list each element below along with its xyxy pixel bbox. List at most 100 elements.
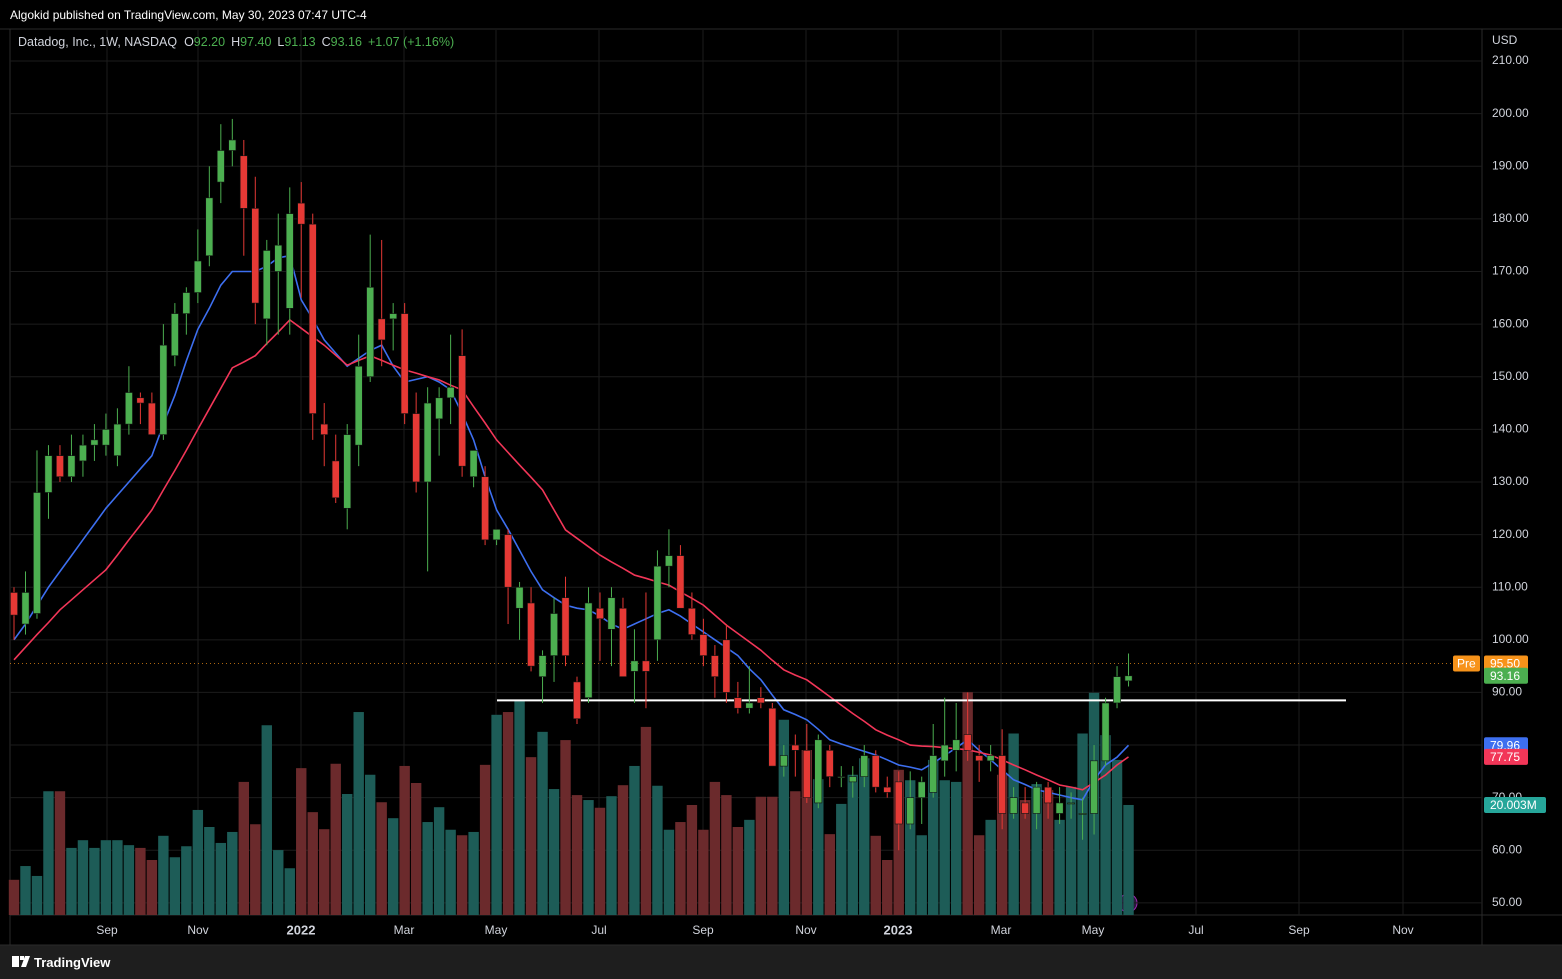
volume-bar xyxy=(410,783,422,915)
volume-bar xyxy=(192,809,204,915)
candle-body xyxy=(963,734,972,751)
candle-body xyxy=(917,781,926,798)
x-tick-label: Mar xyxy=(991,923,1012,937)
x-tick-label: May xyxy=(485,923,508,937)
candle-body xyxy=(699,634,708,656)
candle-body xyxy=(113,423,122,456)
moving-average xyxy=(13,254,1130,801)
legend-key: C xyxy=(321,35,331,49)
candle-body xyxy=(285,213,294,309)
volume-bar xyxy=(445,829,456,915)
y-tick-label: 120.00 xyxy=(1492,527,1529,541)
volume-bar xyxy=(686,805,698,915)
volume-bar xyxy=(652,785,663,915)
candle-body xyxy=(688,607,696,635)
volume-bar xyxy=(721,795,732,915)
candle-body xyxy=(550,613,558,656)
candle-body xyxy=(722,639,731,693)
volume-bar xyxy=(640,726,652,915)
candle-body xyxy=(21,592,30,625)
legend-value: 97.40 xyxy=(240,35,272,49)
x-tick-label: Nov xyxy=(187,923,208,937)
volume-bar xyxy=(342,794,353,915)
candle-body xyxy=(1067,802,1075,805)
candle-body xyxy=(274,244,283,272)
volume-bar xyxy=(985,819,996,915)
x-tick-label: 2022 xyxy=(287,922,316,937)
volume-bar xyxy=(169,857,181,915)
candle-body xyxy=(538,655,547,677)
candle-body xyxy=(90,439,99,446)
volume-bar xyxy=(629,765,640,915)
volume-bar xyxy=(859,758,870,915)
volume-bar xyxy=(617,785,629,915)
candle-body xyxy=(366,286,375,378)
volume-bar xyxy=(939,780,950,915)
candle-body xyxy=(1078,813,1087,815)
volume-bar xyxy=(962,692,973,915)
price-tag-label: 95.50 xyxy=(1490,657,1520,671)
candle-body xyxy=(377,318,386,341)
volume-bar xyxy=(250,824,261,915)
candle-body xyxy=(710,655,719,677)
candle-body xyxy=(251,208,260,304)
candle-body xyxy=(67,455,76,478)
volume-bar xyxy=(928,759,939,915)
candle-body xyxy=(940,744,949,762)
volume-bar xyxy=(330,763,341,915)
volume-bar xyxy=(296,768,307,915)
y-tick-label: 170.00 xyxy=(1492,264,1529,278)
volume-bar xyxy=(479,764,491,915)
candle-body xyxy=(239,155,248,209)
volume-bar xyxy=(905,780,916,915)
footer-brand: TradingView xyxy=(34,955,111,970)
volume-bar xyxy=(422,822,433,915)
candle-body xyxy=(906,797,915,825)
volume-bar xyxy=(387,818,399,915)
candle-body xyxy=(469,450,478,478)
candle-body xyxy=(527,602,535,667)
candle-body xyxy=(216,150,225,183)
symbol-header: Datadog, Inc., 1W, NASDAQ O92.20 H97.40 L9… xyxy=(18,35,454,49)
y-tick-label: 150.00 xyxy=(1492,369,1529,383)
candle-body xyxy=(573,681,581,720)
candle-body xyxy=(389,313,398,320)
volume-bar xyxy=(77,840,89,915)
candle-body xyxy=(193,260,202,293)
y-tick-label: 160.00 xyxy=(1492,316,1529,330)
candle-body xyxy=(779,755,788,767)
candle-body xyxy=(504,534,512,588)
candle-body xyxy=(412,413,421,483)
candle-body xyxy=(1055,802,1064,814)
volume-bar xyxy=(123,845,135,915)
candle-body xyxy=(1113,676,1121,704)
candle-body xyxy=(33,492,41,614)
volume-bar xyxy=(1111,759,1123,915)
candle-body xyxy=(894,781,903,825)
y-tick-label: 140.00 xyxy=(1492,422,1529,436)
candle-body xyxy=(1124,675,1133,682)
volume-bar xyxy=(594,807,606,915)
candle-body xyxy=(1101,702,1110,762)
candle-body xyxy=(791,744,800,751)
logo xyxy=(12,956,30,967)
volume-bar xyxy=(319,829,330,915)
volume-bar xyxy=(1008,733,1019,915)
candle-body xyxy=(952,739,961,751)
x-tick-label: Mar xyxy=(394,923,415,937)
volume-bar xyxy=(1065,786,1077,915)
y-tick-label: 180.00 xyxy=(1492,211,1529,225)
candle-body xyxy=(837,776,846,778)
volume-bar xyxy=(916,835,927,915)
candle-body xyxy=(1009,797,1018,814)
volume-bar xyxy=(1031,784,1042,915)
candle-body xyxy=(860,755,869,777)
candle-body xyxy=(998,755,1007,814)
volume-bar xyxy=(1019,800,1031,915)
volume-bar xyxy=(767,796,778,915)
legend-key: H xyxy=(231,35,241,49)
candle-body xyxy=(354,365,363,446)
candle-body xyxy=(44,455,53,493)
